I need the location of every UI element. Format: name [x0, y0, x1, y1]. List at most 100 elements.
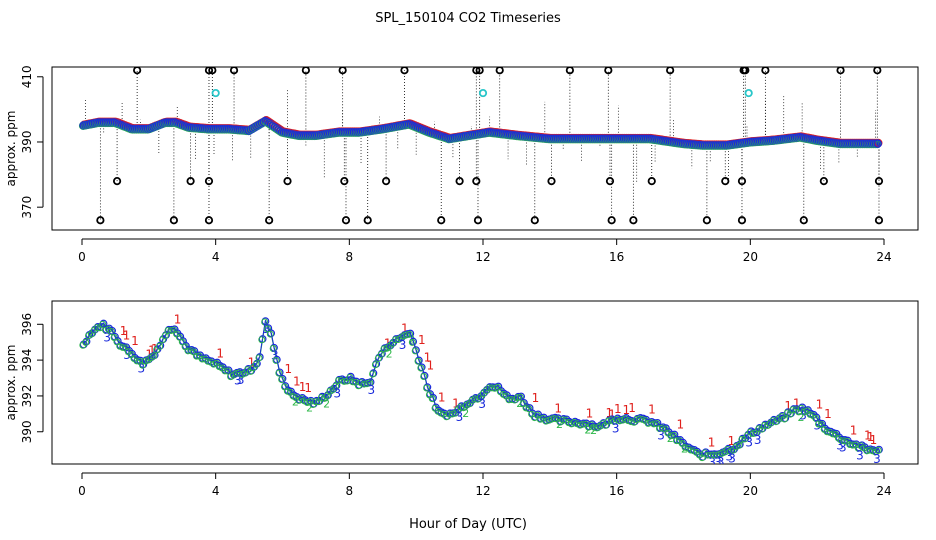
point-series-2: [366, 379, 374, 387]
point-series-2: [278, 376, 286, 384]
outlier-point: [186, 177, 195, 186]
series-3-line: [614, 417, 618, 420]
series-2-line: [540, 416, 545, 420]
series-2-line: [833, 432, 837, 435]
series-3-glyph: 3: [856, 448, 864, 462]
outlier-point: [204, 177, 214, 186]
chart-title: SPL_150104 CO2 Timeseries: [375, 11, 561, 26]
series-1-glyph: 1: [216, 346, 224, 360]
outlier-point: [283, 177, 292, 186]
y-tick-label: 390: [20, 131, 34, 154]
y-axis-label-bottom: approx. ppm: [4, 345, 18, 421]
series-1-glyph: 1: [605, 406, 613, 420]
outlier-point: [208, 67, 217, 75]
outlier-point: [530, 216, 539, 225]
y-axis-top: 370 390 410 approx. ppm: [4, 65, 44, 219]
outlier-point: [133, 67, 142, 75]
outlier-point: [381, 177, 391, 186]
series-1-glyph: 1: [123, 329, 131, 343]
series-1-glyph: 1: [131, 334, 139, 348]
series-3-glyph: 3: [103, 331, 111, 345]
series-1-glyph: 1: [304, 381, 312, 395]
y-tick-label: 396: [20, 313, 34, 336]
series-3-line: [540, 416, 544, 418]
series-3-line: [106, 327, 110, 329]
outlier-point: [799, 216, 808, 225]
series-1-glyph: 1: [424, 350, 432, 364]
series-1-glyph: 1: [784, 399, 792, 413]
series-1-glyph: 1: [438, 390, 446, 404]
calibration-point: [211, 88, 220, 98]
point-series-2: [513, 394, 521, 402]
point-series-2: [735, 441, 743, 449]
series-3-line: [588, 422, 593, 426]
point-series-2: [261, 318, 269, 326]
outlier-point: [604, 67, 613, 75]
series-1-glyph: 1: [427, 359, 435, 373]
series-3-line: [159, 337, 164, 345]
series-3-glyph: 3: [333, 386, 341, 400]
x-tick-label: 4: [212, 484, 220, 498]
outlier-point: [629, 216, 638, 225]
series-3-glyph: 3: [234, 374, 242, 388]
series-3-line: [256, 355, 261, 363]
point-series-2: [255, 354, 263, 362]
series-2-line: [810, 413, 814, 416]
point-series-2: [82, 338, 90, 346]
series-3-line: [534, 413, 539, 417]
series-3-glyph: 3: [873, 452, 881, 466]
outlier-point: [495, 67, 504, 75]
point-series-2: [258, 336, 266, 344]
series-3-glyph: 3: [839, 441, 847, 455]
point-series-2: [224, 367, 232, 375]
outlier-point: [475, 67, 484, 75]
outlier-point: [229, 67, 239, 75]
series-2-glyph: 2: [797, 411, 804, 424]
point-series-2: [93, 324, 101, 332]
series-1-glyph: 1: [532, 391, 540, 405]
outlier-point: [472, 177, 481, 186]
series-3-glyph: 3: [478, 397, 486, 411]
x-tick-label: 8: [346, 250, 354, 264]
outlier-point: [737, 216, 747, 225]
point-series-2: [156, 342, 164, 350]
series-1-glyph: 1: [285, 362, 293, 376]
outlier-point: [836, 67, 845, 75]
series-3-glyph: 3: [728, 452, 736, 466]
series-2-glyph: 2: [292, 395, 299, 408]
point-series-2: [377, 350, 385, 358]
y-tick-label: 392: [20, 384, 34, 407]
x-axis-bottom: 0 4 8 12 16 20 24: [78, 472, 892, 498]
outlier-point: [666, 67, 675, 75]
outlier-point: [547, 177, 556, 186]
series-3-line: [495, 385, 499, 387]
series-2-line: [89, 332, 93, 336]
series-1-glyph: 1: [728, 434, 736, 448]
x-tick-label: 16: [609, 484, 624, 498]
point-series-2: [516, 393, 524, 401]
series-2-line: [287, 389, 292, 393]
series-1-glyph: 1: [793, 396, 801, 410]
outlier-point: [455, 177, 464, 186]
point-series-2: [650, 420, 658, 428]
series-3-line: [600, 421, 604, 425]
outlier-point: [340, 177, 349, 186]
series-3-line: [608, 417, 613, 420]
outlier-point: [741, 67, 750, 75]
outlier-point: [437, 216, 446, 225]
series-3-glyph: 3: [754, 433, 762, 447]
series-3-glyph: 3: [714, 455, 722, 469]
x-tick-label: 12: [475, 250, 490, 264]
point-series-2: [579, 420, 587, 428]
series-2-glyph: 2: [408, 334, 415, 347]
point-series-2: [417, 364, 425, 372]
series-1-glyph: 1: [608, 408, 616, 422]
outlier-point: [363, 216, 372, 225]
series-3-glyph: 3: [745, 436, 753, 450]
series-3-glyph: 3: [237, 373, 245, 387]
series-3-line: [725, 447, 729, 451]
point-series-2: [275, 369, 283, 377]
series-3-glyph: 3: [456, 410, 464, 424]
